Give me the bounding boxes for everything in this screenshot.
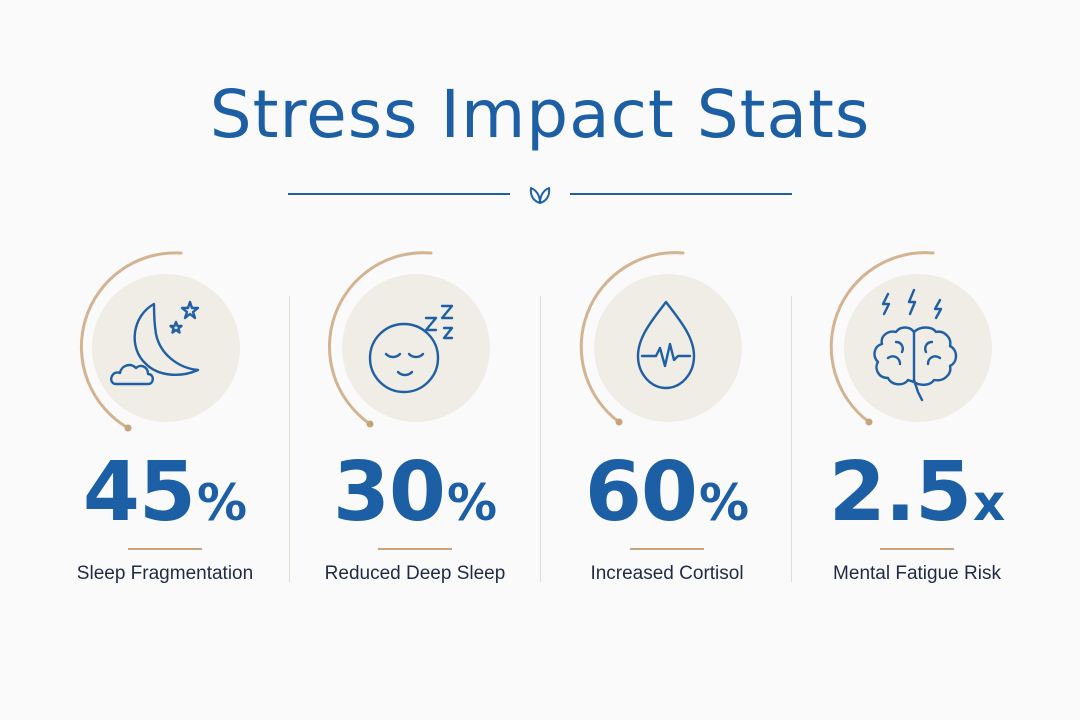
stat-number: 45: [82, 445, 196, 540]
icon-circle: [844, 274, 992, 422]
sleeping-face-icon: [368, 304, 454, 394]
stat-value: 30%: [290, 452, 540, 534]
stat-number: 30: [332, 445, 446, 540]
stat-underline: [378, 548, 452, 550]
icon-circle: [92, 274, 240, 422]
stat-card-mental-fatigue-risk: 2.5x Mental Fatigue Risk: [822, 248, 1012, 598]
moon-stars-cloud-icon: [110, 300, 200, 386]
leaf-icon: [529, 187, 551, 204]
column-separator: [791, 296, 792, 582]
progress-arc: [579, 251, 685, 426]
title-divider: [288, 180, 792, 206]
stat-label: Reduced Deep Sleep: [324, 563, 506, 584]
stat-underline: [630, 548, 704, 550]
stat-card-reduced-deep-sleep: 30% Reduced Deep Sleep: [320, 248, 510, 598]
progress-arc: [328, 251, 433, 428]
column-separator: [289, 296, 290, 582]
icon-circle: [342, 274, 490, 422]
stat-underline: [880, 548, 954, 550]
stat-unit: x: [973, 474, 1006, 532]
stat-value: 45%: [40, 452, 290, 534]
page-title: Stress Impact Stats: [209, 76, 871, 153]
stat-label: Increased Cortisol: [590, 563, 744, 584]
stat-number: 60: [584, 445, 698, 540]
stat-card-sleep-fragmentation: 45% Sleep Fragmentation: [70, 248, 260, 598]
column-separator: [540, 296, 541, 582]
stat-unit: %: [447, 474, 498, 532]
stat-underline: [128, 548, 202, 550]
stat-unit: %: [197, 474, 248, 532]
brain-lightning-icon: [873, 288, 958, 402]
stat-unit: %: [699, 474, 750, 532]
droplet-pulse-icon: [636, 300, 696, 390]
stat-label: Mental Fatigue Risk: [833, 563, 1001, 584]
progress-arc: [829, 251, 935, 426]
stat-card-increased-cortisol: 60% Increased Cortisol: [572, 248, 762, 598]
progress-arc: [79, 251, 183, 432]
stat-label: Sleep Fragmentation: [76, 563, 254, 584]
divider-line-right: [570, 193, 792, 195]
stat-number: 2.5: [828, 445, 972, 540]
divider-line-left: [288, 193, 510, 195]
stat-value: 60%: [542, 452, 792, 534]
stat-value: 2.5x: [792, 452, 1042, 534]
